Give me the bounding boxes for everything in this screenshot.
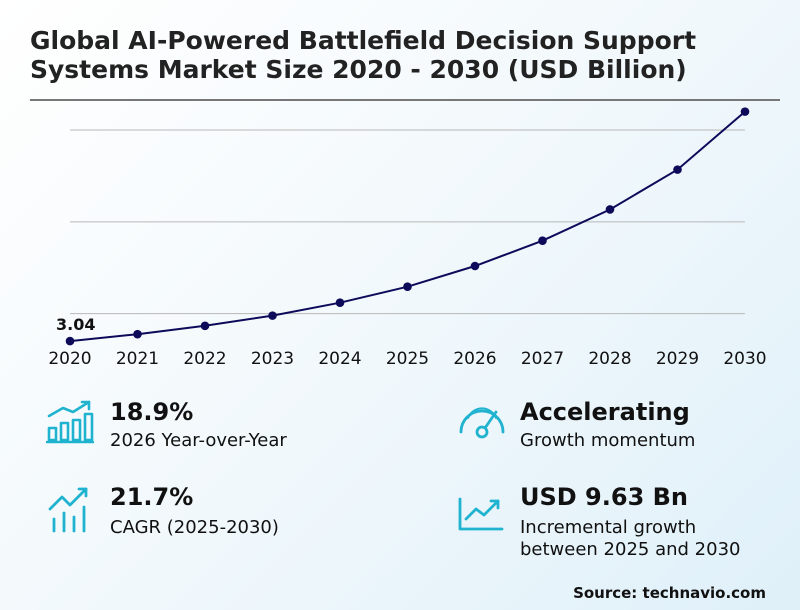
x-tick-label-2024: 2024 — [318, 349, 361, 369]
stat-incremental-label-line-1: Incremental growth — [520, 517, 697, 538]
data-point-2028 — [605, 205, 615, 214]
stat-incremental-label-line-2: between 2025 and 2030 — [520, 539, 741, 560]
data-point-2030 — [740, 107, 750, 116]
stat-momentum-label: Growth momentum — [520, 430, 696, 451]
data-point-2024 — [335, 298, 345, 308]
line-chart: 2020 2021 2022 2023 2024 2025 2026 2027 2028 2029… — [48, 107, 767, 369]
title-divider — [30, 99, 780, 101]
data-point-2025 — [403, 282, 412, 292]
data-point-2022 — [200, 321, 210, 331]
data-point-2029 — [673, 165, 682, 174]
bar-chart-growth-icon — [46, 400, 94, 444]
source-credit: Source: technavio.com — [573, 584, 766, 602]
x-tick-label-2029: 2029 — [656, 349, 699, 369]
x-tick-label-2030: 2030 — [723, 349, 766, 369]
stat-momentum-value: Accelerating — [520, 398, 690, 426]
x-tick-label-2028: 2028 — [588, 349, 631, 369]
data-point-2027 — [538, 236, 547, 246]
line-chart-up-icon — [458, 497, 504, 531]
x-tick-label-2027: 2027 — [521, 349, 564, 369]
x-tick-label-2025: 2025 — [386, 349, 429, 369]
gauge-icon — [459, 407, 505, 439]
data-point-2023 — [268, 311, 277, 320]
stat-cagr-label: CAGR (2025-2030) — [110, 517, 279, 538]
chart-title: Global AI-Powered Battlefield Decision S… — [30, 26, 697, 84]
stat-incremental-value: USD 9.63 Bn — [520, 483, 688, 511]
data-label-2020: 3.04 — [56, 315, 95, 334]
series-line — [69, 110, 746, 343]
stat-cagr-value: 21.7% — [110, 483, 194, 511]
stat-yoy-label: 2026 Year-over-Year — [110, 430, 287, 451]
data-point-2021 — [133, 329, 142, 339]
x-tick-label-2022: 2022 — [183, 349, 226, 369]
data-point-2026 — [470, 261, 480, 271]
trend-bars-icon — [48, 487, 88, 533]
x-tick-label-2023: 2023 — [251, 349, 294, 369]
x-tick-label-2026: 2026 — [453, 349, 496, 369]
stat-yoy-value: 18.9% — [110, 398, 194, 426]
data-point-2020 — [65, 336, 75, 346]
x-tick-label-2021: 2021 — [116, 349, 159, 369]
x-tick-label-2020: 2020 — [48, 349, 91, 369]
